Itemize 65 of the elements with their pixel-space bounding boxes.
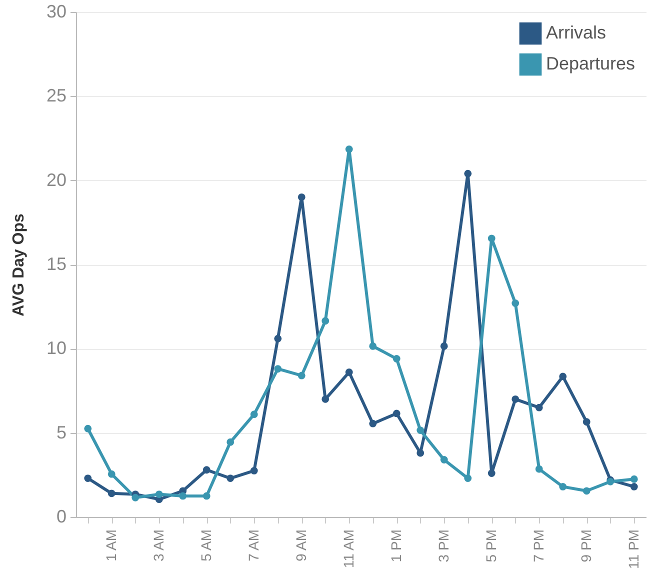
point [535, 465, 543, 473]
point [84, 474, 92, 482]
point [369, 342, 377, 350]
point [535, 404, 543, 412]
point [440, 342, 448, 350]
point [369, 420, 377, 428]
point [392, 410, 400, 418]
x-tick-label: 11 AM [340, 530, 357, 568]
point [464, 474, 472, 482]
x-tick-label: 5 AM [198, 530, 214, 562]
point [108, 490, 116, 498]
point [512, 300, 520, 307]
legend-label: Departures [546, 54, 636, 74]
point [322, 317, 330, 325]
point [440, 456, 448, 464]
point [345, 145, 353, 153]
point [132, 494, 140, 502]
x-tick-label: 11 PM [626, 530, 642, 569]
point [416, 426, 424, 434]
point [274, 334, 282, 342]
x-tick-label: 7 PM [530, 530, 547, 562]
point [84, 424, 92, 432]
x-tick-label: 1 PM [388, 530, 404, 562]
point [250, 410, 258, 418]
point [155, 490, 163, 498]
point [274, 365, 282, 373]
y-tick-label: 10 [46, 338, 66, 358]
point [582, 418, 590, 426]
x-tick-label: 5 PM [483, 530, 500, 562]
point [108, 470, 116, 478]
point [345, 368, 353, 376]
point [559, 483, 567, 490]
point [226, 438, 234, 446]
x-tick-label: 9 PM [578, 530, 594, 562]
x-tick-label: 1 AM [103, 530, 120, 562]
point [464, 170, 472, 178]
point [298, 193, 306, 201]
y-tick-label: 25 [46, 86, 66, 106]
point [392, 355, 400, 362]
point [512, 395, 520, 403]
point [202, 466, 210, 474]
point [488, 234, 496, 242]
point [250, 467, 258, 474]
x-tick-label: 9 AM [293, 530, 310, 562]
point [322, 395, 330, 403]
x-tick-label: 7 AM [246, 530, 262, 562]
point [179, 492, 187, 500]
x-tick-label: 3 AM [150, 530, 167, 562]
point [488, 470, 496, 477]
y-tick-label: 5 [56, 422, 66, 442]
x-tick-label: 3 PM [436, 530, 452, 562]
y-tick-label: 0 [56, 506, 66, 526]
y-axis-title: AVG Day Ops [10, 213, 28, 316]
point [416, 449, 424, 457]
y-tick-label: 30 [46, 2, 66, 22]
legend-label: Arrivals [546, 22, 606, 42]
y-tick-label: 20 [46, 170, 66, 190]
point [582, 487, 590, 495]
point [298, 372, 306, 380]
point [559, 372, 567, 380]
point [226, 474, 234, 482]
point [202, 492, 210, 500]
point [630, 483, 638, 490]
y-tick-label: 15 [46, 254, 66, 274]
point [630, 475, 638, 483]
